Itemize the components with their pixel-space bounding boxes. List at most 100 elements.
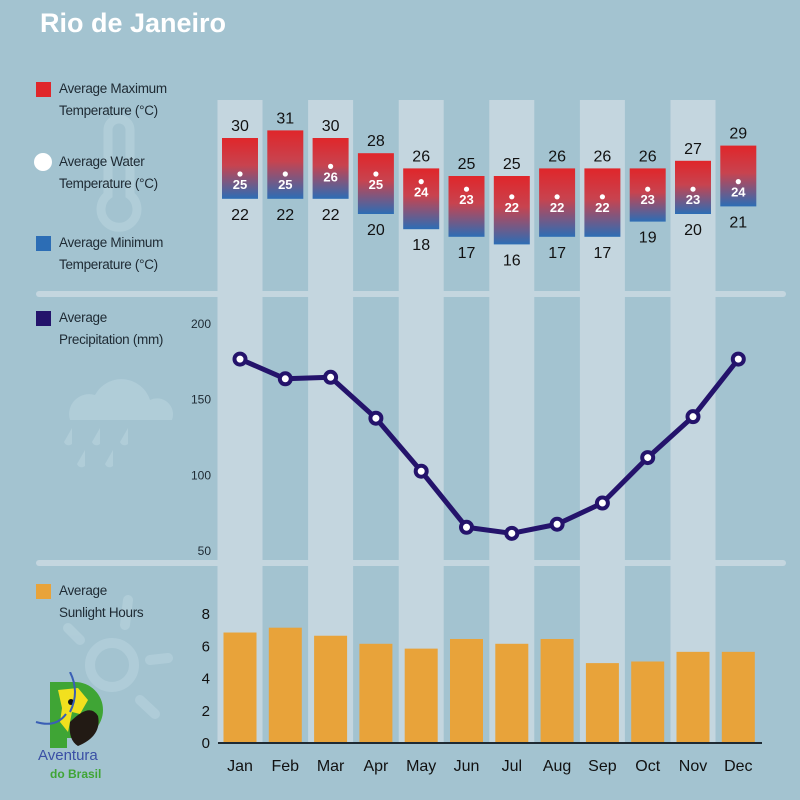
legend-min-temp: Average Minimum Temperature (°C) xyxy=(36,232,163,276)
precip-ytick-200: 200 xyxy=(191,317,211,331)
month-band-Mar xyxy=(308,297,354,562)
water-temp-dot-Jul xyxy=(509,194,515,200)
water-temp-label-Mar: 26 xyxy=(323,169,337,184)
precip-point-May xyxy=(413,463,429,479)
water-temp-label-Dec: 24 xyxy=(731,185,746,200)
precip-ytick-50: 50 xyxy=(198,544,212,558)
month-band-Jul xyxy=(489,297,535,562)
sunlight-bar-Jan xyxy=(223,632,257,742)
logo-text-aventura: Aventura xyxy=(38,747,98,764)
precip-point-Jan xyxy=(232,351,248,367)
precip-point-Oct xyxy=(640,450,656,466)
aventura-do-brasil-logo xyxy=(35,672,103,748)
sun-ytick-2: 2 xyxy=(202,703,210,720)
temp-range-bar-May xyxy=(403,168,440,230)
precipitation-chart: 50 100 150 200 xyxy=(191,317,746,558)
water-temp-label-May: 24 xyxy=(414,185,429,200)
month-label-Jan: Jan xyxy=(227,758,253,775)
month-labels: Jan Feb Mar Apr May Jun Jul Aug Sep Oct Nov Dec xyxy=(227,758,752,775)
month-label-Mar: Mar xyxy=(317,758,345,775)
water-temp-label-Apr: 25 xyxy=(369,177,383,192)
month-label-Apr: Apr xyxy=(363,758,389,775)
temp-range-bar-Jul xyxy=(493,176,530,245)
month-bands xyxy=(217,100,716,742)
legend-swatch-min xyxy=(36,236,51,251)
min-temp-label-Jun: 17 xyxy=(458,245,476,262)
water-temp-dot-Apr xyxy=(373,171,379,177)
precip-point-Dec xyxy=(730,351,746,367)
logo-text-brasil: do Brasil xyxy=(50,767,102,781)
water-temp-label-Oct: 23 xyxy=(640,192,654,207)
water-temp-label-Feb: 25 xyxy=(278,177,292,192)
legend-water-temp: Average Water Temperature (°C) xyxy=(34,151,158,195)
legend-label-water: Average Water Temperature (°C) xyxy=(59,154,158,191)
water-temp-label-Nov: 23 xyxy=(686,192,700,207)
month-band-May xyxy=(398,297,444,562)
water-temp-dot-Mar xyxy=(328,163,334,169)
month-label-Aug: Aug xyxy=(543,758,571,775)
sun-ytick-4: 4 xyxy=(202,671,210,688)
max-temp-label-Jul: 25 xyxy=(503,156,521,173)
month-label-Oct: Oct xyxy=(635,758,660,775)
max-temp-label-Jun: 25 xyxy=(458,156,476,173)
legend-label-sunlight: Average Sunlight Hours xyxy=(59,583,144,620)
sunlight-bar-Jul xyxy=(495,643,529,742)
month-label-Jun: Jun xyxy=(454,758,480,775)
legend-swatch-max xyxy=(36,82,51,97)
min-temp-label-Apr: 20 xyxy=(367,222,385,239)
month-label-Feb: Feb xyxy=(272,758,300,775)
water-temp-label-Sep: 22 xyxy=(595,200,609,215)
max-temp-label-Feb: 31 xyxy=(276,110,294,127)
water-temp-dot-Feb xyxy=(282,171,288,177)
precip-ytick-100: 100 xyxy=(191,468,211,482)
precip-point-Feb xyxy=(277,371,293,387)
temp-range-bar-Jan xyxy=(222,138,258,199)
temperature-chart: 30 22 25 31 22 25 30 22 26 28 20 25 26 18 24 25 17 23 25 16… xyxy=(222,110,757,269)
water-temp-dot-Nov xyxy=(690,186,696,192)
legend-precip: Average Precipitation (mm) xyxy=(36,307,163,351)
sunlight-bar-May xyxy=(404,648,438,742)
temp-range-bar-Jun xyxy=(448,176,485,237)
precip-point-Jul xyxy=(504,525,520,541)
sunlight-bar-Sep xyxy=(585,663,619,742)
max-temp-label-Oct: 26 xyxy=(639,148,657,165)
min-temp-label-Jul: 16 xyxy=(503,252,521,269)
legend-swatch-water xyxy=(34,153,52,171)
sun-ytick-6: 6 xyxy=(202,638,210,655)
month-label-Nov: Nov xyxy=(679,758,707,775)
sunlight-bar-Dec xyxy=(721,651,755,742)
legend-sunlight: Average Sunlight Hours xyxy=(36,580,144,624)
max-temp-label-Dec: 29 xyxy=(729,126,747,143)
water-temp-label-Jun: 23 xyxy=(459,192,473,207)
section-dividers xyxy=(36,291,786,566)
temp-range-bar-Oct xyxy=(629,168,666,222)
max-temp-label-May: 26 xyxy=(412,148,430,165)
legend-label-min: Average Minimum Temperature (°C) xyxy=(59,235,164,272)
month-label-Sep: Sep xyxy=(588,758,617,775)
precip-ytick-150: 150 xyxy=(191,393,211,407)
month-band-Sep xyxy=(579,297,625,562)
water-temp-dot-Jan xyxy=(237,171,243,177)
water-temp-dot-Aug xyxy=(554,194,560,200)
temp-range-bar-Aug xyxy=(539,168,576,237)
max-temp-label-Jan: 30 xyxy=(231,118,249,135)
sun-ytick-0: 0 xyxy=(202,735,210,752)
precip-line xyxy=(239,356,741,536)
sunlight-chart: 0 2 4 6 8 xyxy=(202,606,755,752)
thermometer-icon xyxy=(96,114,142,232)
temp-range-bar-Apr xyxy=(357,153,394,214)
sunlight-bar-Aug xyxy=(540,638,574,742)
legend-swatch-sunlight xyxy=(36,584,51,599)
sun-ytick-8: 8 xyxy=(202,606,210,623)
sunlight-bar-Nov xyxy=(676,651,710,742)
max-temp-label-Apr: 28 xyxy=(367,133,385,150)
sunlight-bar-Jun xyxy=(450,638,483,742)
legend-max-temp: Average Maximum Temperature (°C) xyxy=(36,78,167,122)
max-temp-label-Sep: 26 xyxy=(594,148,612,165)
temp-range-bar-Feb xyxy=(267,130,304,199)
precip-point-Jun xyxy=(459,519,474,535)
water-temp-label-Aug: 22 xyxy=(550,200,564,215)
sun-icon xyxy=(63,595,173,730)
legend-label-precip: Average Precipitation (mm) xyxy=(59,310,164,347)
page-title: Rio de Janeiro xyxy=(40,8,227,38)
